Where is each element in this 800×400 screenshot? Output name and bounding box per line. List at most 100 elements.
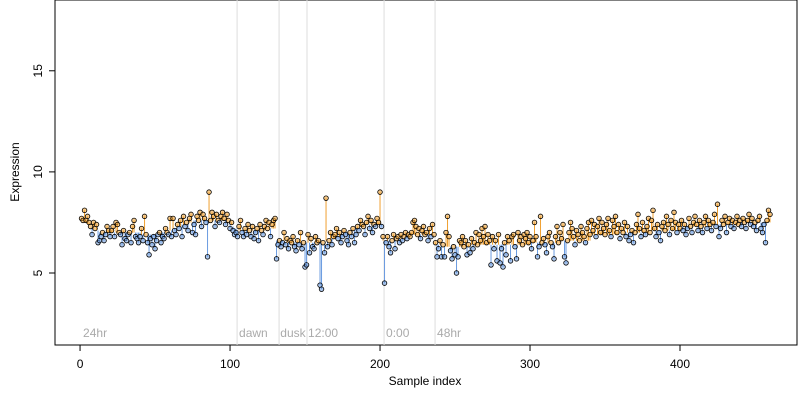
point xyxy=(312,233,319,240)
point xyxy=(665,221,671,228)
annotation: 24hr xyxy=(83,326,107,340)
point xyxy=(546,229,553,236)
point xyxy=(102,231,109,238)
point xyxy=(177,217,184,224)
point xyxy=(89,231,95,238)
point xyxy=(575,231,581,238)
point xyxy=(188,211,194,218)
point xyxy=(506,237,512,244)
point xyxy=(639,219,646,226)
point xyxy=(285,246,292,252)
point xyxy=(635,211,641,218)
point xyxy=(384,233,391,240)
point xyxy=(626,237,632,244)
y-tick-label: 10 xyxy=(31,165,45,179)
point xyxy=(444,213,451,220)
point xyxy=(203,219,209,226)
point xyxy=(251,235,257,242)
point xyxy=(150,233,157,240)
point xyxy=(492,237,499,244)
point xyxy=(753,227,760,234)
point xyxy=(297,229,304,236)
point xyxy=(372,223,379,230)
point xyxy=(204,254,211,260)
point xyxy=(663,213,670,220)
point xyxy=(191,221,197,228)
point xyxy=(549,244,556,250)
point xyxy=(93,221,100,228)
point xyxy=(458,239,464,246)
point xyxy=(567,219,574,226)
point xyxy=(723,229,730,236)
point xyxy=(708,227,715,234)
x-tick-label: 100 xyxy=(220,357,240,371)
point xyxy=(566,229,572,236)
point xyxy=(512,244,518,250)
point xyxy=(671,209,677,216)
point xyxy=(170,215,176,222)
point xyxy=(572,241,578,248)
point xyxy=(507,258,514,264)
point xyxy=(290,233,296,240)
point xyxy=(420,223,427,230)
point xyxy=(375,219,382,226)
point xyxy=(620,229,626,236)
point xyxy=(762,239,769,246)
point xyxy=(179,233,185,240)
point xyxy=(660,219,667,226)
point xyxy=(561,254,568,260)
point xyxy=(710,219,716,226)
point xyxy=(590,227,596,234)
x-tick-label: 0 xyxy=(77,357,84,371)
point xyxy=(389,237,395,244)
point xyxy=(110,223,116,230)
point xyxy=(527,233,533,240)
point xyxy=(476,231,482,238)
point xyxy=(582,239,589,246)
point xyxy=(180,213,187,220)
point xyxy=(738,223,745,230)
point xyxy=(207,217,214,224)
point xyxy=(255,237,262,244)
point xyxy=(656,229,662,236)
point xyxy=(146,252,152,258)
point xyxy=(326,237,332,244)
point xyxy=(123,237,130,244)
point xyxy=(363,219,370,226)
point xyxy=(321,250,328,256)
point xyxy=(654,221,661,228)
point xyxy=(273,256,280,262)
point xyxy=(501,239,508,246)
point xyxy=(387,250,394,256)
point xyxy=(605,215,611,222)
point xyxy=(119,241,125,248)
point xyxy=(495,231,502,238)
point xyxy=(767,211,773,218)
point xyxy=(759,229,766,236)
point xyxy=(500,264,506,270)
point xyxy=(351,239,358,246)
point xyxy=(533,233,539,240)
point xyxy=(383,239,389,246)
point xyxy=(365,213,371,220)
point xyxy=(510,231,517,238)
point xyxy=(459,233,466,240)
point xyxy=(392,246,398,252)
point xyxy=(701,219,707,226)
point xyxy=(461,244,467,250)
point xyxy=(249,223,256,230)
point xyxy=(156,229,163,236)
point xyxy=(414,231,421,238)
point xyxy=(264,225,271,232)
point xyxy=(602,231,608,238)
point xyxy=(662,227,668,234)
point xyxy=(453,270,460,276)
point xyxy=(651,225,658,232)
point xyxy=(318,286,325,292)
point xyxy=(615,221,622,228)
point xyxy=(213,211,220,218)
point xyxy=(293,248,299,254)
point xyxy=(228,219,235,226)
point xyxy=(462,237,469,244)
point xyxy=(408,229,415,236)
